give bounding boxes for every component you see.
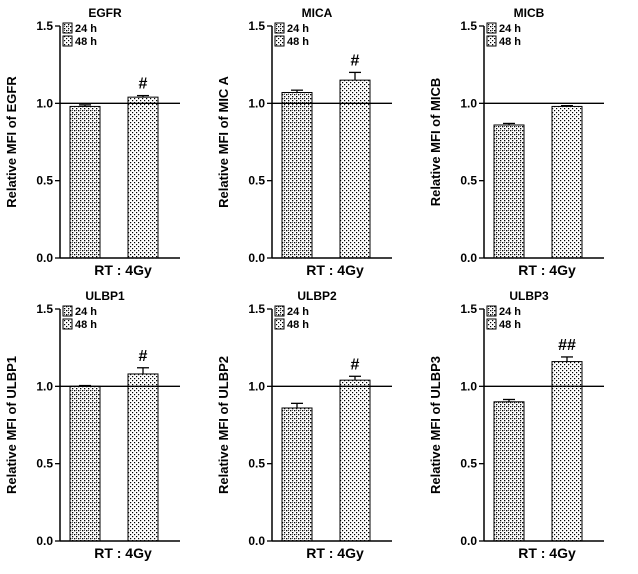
bar-24h — [281, 407, 313, 542]
legend-swatch — [62, 22, 73, 34]
bar-24h — [281, 92, 313, 259]
bar-24h — [69, 105, 101, 259]
legend-label: 24 h — [75, 23, 97, 35]
legend-swatch — [486, 35, 497, 47]
bar-24h — [493, 124, 525, 259]
y-tick-label: 0.0 — [36, 251, 53, 265]
bar-24h — [69, 385, 101, 542]
y-tick-label: 0.5 — [460, 457, 477, 471]
y-tick-label: 0.0 — [248, 251, 265, 265]
y-tick-label: 0.0 — [36, 534, 53, 548]
legend-label: 24 h — [287, 23, 309, 35]
y-tick-label: 1.0 — [460, 379, 477, 393]
y-tick-label: 1.0 — [248, 96, 265, 110]
chart-panel-mica: MICA Relative MFI of MIC A #0.0 0.5 1.0 1.5 RT… — [216, 6, 392, 278]
chart-title: ULBP1 — [85, 289, 125, 303]
chart-panel-ulbp1: ULBP1 Relative MFI of ULBP1 #0.0 0.5 1.0 1.5 R… — [4, 289, 180, 561]
legend-label: 48 h — [499, 36, 521, 48]
y-axis-label: Relative MFI of EGFR — [4, 76, 19, 208]
y-tick-label: 0.0 — [248, 534, 265, 548]
y-tick-label: 0.5 — [248, 457, 265, 471]
legend-label: 48 h — [499, 319, 521, 331]
y-tick-label: 0.5 — [248, 174, 265, 188]
legend: 24 h48 h — [486, 22, 521, 48]
x-axis-label: RT : 4Gy — [518, 545, 576, 561]
legend-swatch — [274, 305, 285, 317]
x-axis-label: RT : 4Gy — [306, 545, 364, 561]
y-tick-label: 1.5 — [36, 19, 53, 33]
legend: 24 h48 h — [274, 305, 309, 331]
legend: 24 h48 h — [274, 22, 309, 48]
y-tick-label: 1.5 — [36, 302, 53, 316]
legend-swatch — [62, 305, 73, 317]
legend-swatch — [274, 35, 285, 47]
legend-swatch — [486, 318, 497, 330]
y-axis-label: Relative MFI of ULBP1 — [4, 356, 19, 494]
y-tick-label: 0.5 — [36, 174, 53, 188]
y-tick-label: 0.0 — [460, 251, 477, 265]
chart-panel-ulbp3: ULBP3 Relative MFI of ULBP3 ## 0.0 0.5 1.0 1.5… — [428, 289, 604, 561]
legend-label: 48 h — [75, 319, 97, 331]
chart-title: ULBP3 — [509, 289, 549, 303]
y-axis-label: Relative MFI of ULBP2 — [216, 356, 231, 494]
legend-label: 24 h — [75, 306, 97, 318]
y-tick-label: 1.0 — [248, 379, 265, 393]
y-tick-label: 0.5 — [36, 457, 53, 471]
bar-48h — [339, 79, 371, 259]
legend-label: 48 h — [287, 319, 309, 331]
bar-48h — [551, 105, 583, 259]
legend-swatch — [62, 35, 73, 47]
legend-swatch — [274, 22, 285, 34]
bar-48h — [127, 96, 159, 259]
legend: 24 h48 h — [62, 305, 97, 331]
significance-marker: # — [351, 356, 360, 373]
y-axis-label: Relative MFI of ULBP3 — [428, 356, 443, 494]
legend-label: 48 h — [75, 36, 97, 48]
legend: 24 h48 h — [62, 22, 97, 48]
x-axis-label: RT : 4Gy — [306, 262, 364, 278]
x-axis-label: RT : 4Gy — [518, 262, 576, 278]
x-axis-label: RT : 4Gy — [94, 545, 152, 561]
legend-label: 48 h — [287, 36, 309, 48]
significance-marker: # — [139, 348, 148, 365]
chart-panel-micb: MICB Relative MFI of MICB 0.0 0.5 1.0 1.5 RT :… — [428, 6, 604, 278]
chart-panel-egfr: EGFR Relative MFI of EGFR #0.0 0.5 1.0 1.5 RT … — [4, 6, 180, 278]
legend: 24 h48 h — [486, 305, 521, 331]
significance-marker: ## — [558, 337, 576, 354]
bar-48h — [551, 361, 583, 542]
bar-48h — [127, 373, 159, 542]
bar-24h — [493, 401, 525, 542]
y-tick-label: 1.0 — [36, 379, 53, 393]
legend-swatch — [62, 318, 73, 330]
significance-marker: # — [351, 52, 360, 69]
chart-title: ULBP2 — [297, 289, 337, 303]
significance-marker: # — [139, 76, 148, 93]
legend-swatch — [274, 318, 285, 330]
chart-panel-ulbp2: ULBP2 Relative MFI of ULBP2 #0.0 0.5 1.0 1.5 R… — [216, 289, 392, 561]
y-tick-label: 0.0 — [460, 534, 477, 548]
bar-48h — [339, 379, 371, 542]
chart-title: MICB — [514, 6, 545, 20]
chart-title: MICA — [302, 6, 333, 20]
legend-label: 24 h — [499, 306, 521, 318]
y-tick-label: 1.0 — [36, 96, 53, 110]
y-tick-label: 1.0 — [460, 96, 477, 110]
legend-swatch — [486, 22, 497, 34]
x-axis-label: RT : 4Gy — [94, 262, 152, 278]
y-tick-label: 1.5 — [248, 19, 265, 33]
legend-label: 24 h — [287, 306, 309, 318]
chart-title: EGFR — [88, 6, 122, 20]
legend-swatch — [486, 305, 497, 317]
y-tick-label: 1.5 — [248, 302, 265, 316]
y-tick-label: 1.5 — [460, 302, 477, 316]
legend-label: 24 h — [499, 23, 521, 35]
y-tick-label: 0.5 — [460, 174, 477, 188]
y-tick-label: 1.5 — [460, 19, 477, 33]
y-axis-label: Relative MFI of MIC A — [216, 76, 231, 208]
y-axis-label: Relative MFI of MICB — [428, 78, 443, 207]
